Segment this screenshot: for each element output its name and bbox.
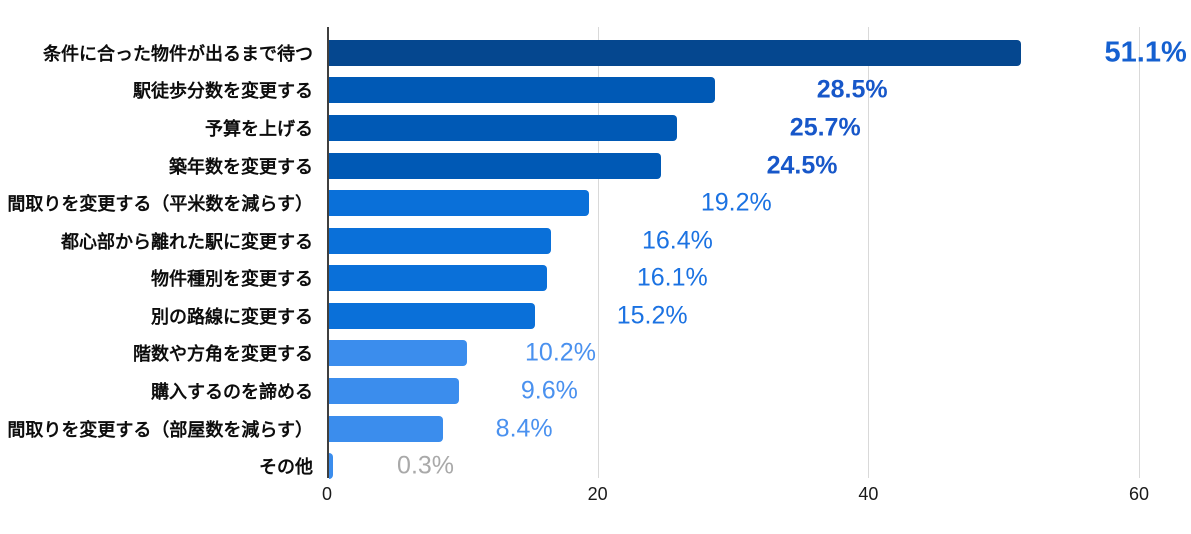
value-label: 51.1% (1104, 36, 1187, 69)
bar-track: 25.7% (327, 113, 1191, 142)
chart-row: 間取りを変更する（平米数を減らす） 19.2% (0, 184, 1191, 222)
value-label: 28.5% (816, 75, 888, 104)
category-label: 間取りを変更する（部屋数を減らす） (7, 419, 313, 440)
bar (329, 39, 1021, 66)
chart-row: 間取りを変更する（部屋数を減らす） 8.4% (0, 410, 1191, 448)
chart-row: 物件種別を変更する 16.1% (0, 259, 1191, 297)
bar (329, 227, 551, 254)
bar (329, 77, 715, 104)
category-label: 物件種別を変更する (151, 269, 313, 290)
value-label: 24.5% (766, 151, 838, 180)
chart-row: 予算を上げる 25.7% (0, 109, 1191, 147)
chart-row: その他 0.3% (0, 447, 1191, 485)
chart-row: 購入するのを諦める 9.6% (0, 372, 1191, 410)
bar-track: 51.1% (327, 36, 1191, 69)
value-label: 19.2% (700, 188, 772, 217)
bar (329, 152, 661, 179)
chart-row: 階数や方角を変更する 10.2% (0, 335, 1191, 373)
x-tick-label: 0 (321, 484, 333, 504)
bar-track: 10.2% (327, 338, 1191, 367)
bar (329, 453, 334, 480)
bar (329, 340, 468, 367)
chart-row: 別の路線に変更する 15.2% (0, 297, 1191, 335)
bar-track: 16.1% (327, 263, 1191, 292)
category-label: 間取りを変更する（平米数を減らす） (7, 194, 313, 215)
category-label: 予算を上げる (205, 118, 313, 139)
value-label: 8.4% (495, 414, 553, 443)
x-tick-label: 20 (587, 484, 608, 504)
category-label: 階数や方角を変更する (133, 344, 313, 365)
chart-row: 条件に合った物件が出るまで待つ 51.1% (0, 34, 1191, 72)
chart-row: 都心部から離れた駅に変更する 16.4% (0, 222, 1191, 260)
bar (329, 377, 459, 404)
bar (329, 265, 547, 292)
value-label: 16.1% (636, 263, 708, 292)
category-label: 駅徒歩分数を変更する (133, 81, 313, 102)
value-label: 16.4% (641, 226, 713, 255)
bar-track: 0.3% (327, 451, 1191, 480)
bar (329, 302, 535, 329)
x-tick-label: 60 (1128, 484, 1150, 504)
bar-track: 19.2% (327, 188, 1191, 217)
x-axis: 0 20 40 60 (0, 484, 1191, 510)
bar (329, 190, 589, 217)
chart-row: 駅徒歩分数を変更する 28.5% (0, 72, 1191, 110)
category-label: 購入するのを諦める (151, 381, 313, 402)
bar-track: 28.5% (327, 75, 1191, 104)
bar-track: 8.4% (327, 414, 1191, 443)
value-label: 10.2% (525, 338, 596, 367)
bar-track: 15.2% (327, 301, 1191, 330)
value-label: 25.7% (789, 113, 861, 142)
category-label: その他 (259, 457, 313, 478)
chart-rows: 条件に合った物件が出るまで待つ 51.1% 駅徒歩分数を変更する 28.5% 予… (0, 34, 1191, 485)
bar (329, 114, 677, 141)
category-label: 条件に合った物件が出るまで待つ (43, 43, 313, 64)
bar (329, 415, 443, 442)
value-label: 15.2% (616, 301, 688, 330)
category-label: 築年数を変更する (169, 156, 313, 177)
value-label: 0.3% (397, 451, 455, 480)
bar-track: 16.4% (327, 226, 1191, 255)
chart-row: 築年数を変更する 24.5% (0, 147, 1191, 185)
category-label: 別の路線に変更する (151, 306, 313, 327)
bar-track: 9.6% (327, 376, 1191, 405)
category-label: 都心部から離れた駅に変更する (61, 231, 313, 252)
x-tick-label: 40 (858, 484, 879, 504)
bar-track: 24.5% (327, 151, 1191, 180)
value-label: 9.6% (520, 376, 578, 405)
